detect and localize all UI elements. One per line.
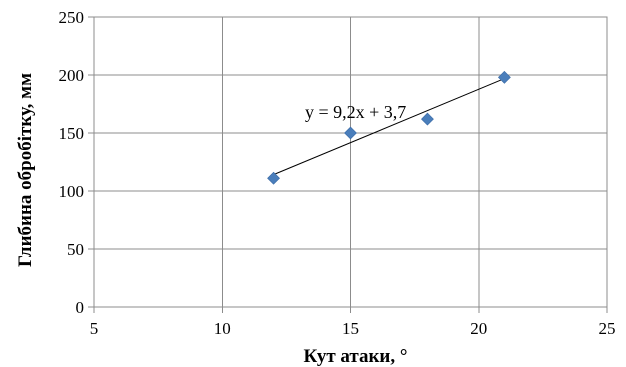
y-tick-label: 150: [59, 124, 85, 143]
data-point: [267, 171, 280, 185]
y-tick-label: 100: [59, 182, 85, 201]
x-tick-label: 20: [470, 319, 487, 338]
plot-border: [93, 16, 608, 308]
y-axis-title: Глибина обробітку, мм: [15, 73, 36, 267]
y-tick-label: 200: [59, 66, 85, 85]
y-tick-label: 50: [67, 240, 84, 259]
x-tick-label: 5: [90, 319, 99, 338]
trendline: [273, 78, 505, 176]
x-tick-label: 15: [342, 319, 359, 338]
data-point: [497, 70, 511, 84]
x-tick-labels: 5 10 15 20 25: [90, 319, 616, 338]
y-tick-label: 250: [59, 8, 85, 27]
data-point: [421, 112, 434, 126]
plot-area-frame: [93, 16, 608, 308]
trendline-equation-label: y = 9,2x + 3,7: [305, 102, 406, 122]
x-axis-title: Кут атаки, °: [304, 346, 408, 367]
horizontal-gridlines: [88, 16, 607, 308]
data-points: [267, 70, 511, 185]
trendline-group: [273, 78, 505, 176]
vertical-gridlines: [93, 17, 608, 313]
y-tick-label: 0: [76, 298, 85, 317]
x-tick-label: 25: [599, 319, 616, 338]
x-tick-label: 10: [214, 319, 231, 338]
data-point: [344, 126, 357, 140]
y-tick-labels: 0 50 100 150 200 250: [59, 8, 85, 317]
